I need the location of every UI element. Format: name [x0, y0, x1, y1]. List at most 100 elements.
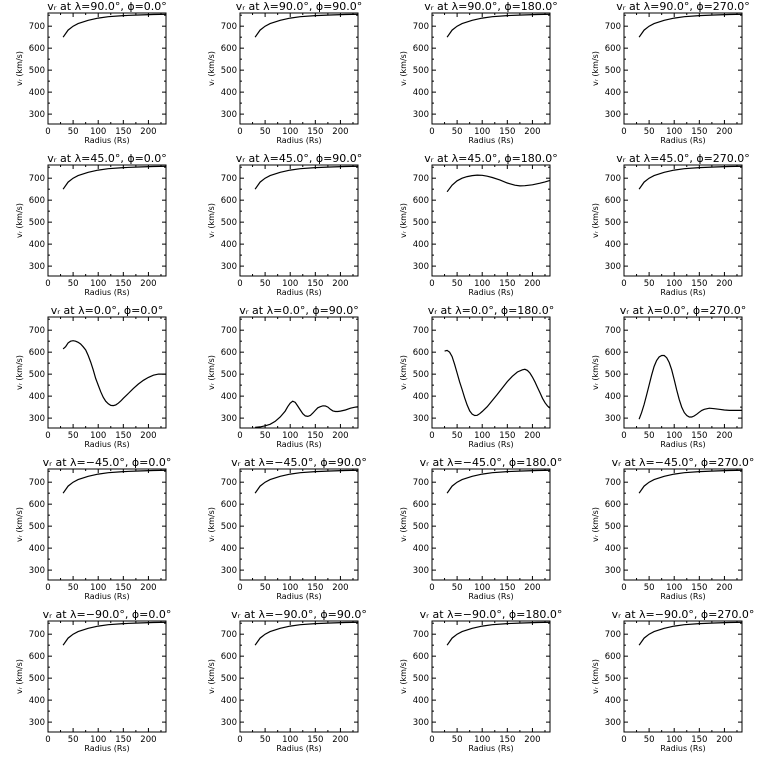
x-tick-label: 100: [282, 583, 298, 593]
y-tick-label: 500: [29, 66, 45, 76]
y-tick-label: 500: [413, 66, 429, 76]
x-tick-label: 150: [307, 735, 323, 745]
y-tick-label: 300: [29, 718, 45, 728]
y-tick-label: 700: [29, 174, 45, 184]
subplot-2: vᵣ at λ=90.0°, ϕ=90.0° 0 50 100 150 200 300 400…: [207, 0, 362, 145]
x-tick-label: 0: [237, 127, 242, 137]
subplot-title: vᵣ at λ=90.0°, ϕ=0.0°: [47, 0, 167, 13]
x-tick-label: 100: [90, 127, 106, 137]
plot-frame: [239, 12, 359, 125]
series-line: [254, 13, 359, 38]
y-tick-label: 700: [605, 630, 621, 640]
y-tick-label: 700: [413, 174, 429, 184]
subplot-title: vᵣ at λ=90.0°, ϕ=90.0°: [236, 0, 363, 13]
x-tick-label: 200: [716, 583, 732, 593]
y-tick-label: 400: [221, 544, 237, 554]
x-tick-label: 150: [499, 583, 515, 593]
y-tick-label: 400: [221, 240, 237, 250]
subplot-title: vᵣ at λ=45.0°, ϕ=270.0°: [616, 152, 750, 165]
x-tick-label: 150: [115, 127, 131, 137]
series-line: [446, 174, 551, 193]
plot-frame: [623, 12, 743, 125]
x-tick-label: 200: [140, 583, 156, 593]
x-tick-label: 50: [452, 431, 463, 441]
x-tick-label: 200: [524, 127, 540, 137]
x-tick-label: 100: [90, 279, 106, 289]
x-axis-label: Radius (Rs): [84, 440, 129, 449]
y-axis-label: vᵣ (km/s): [15, 659, 24, 694]
series-line: [444, 349, 551, 417]
plot-frame: [239, 468, 359, 581]
x-tick-label: 50: [260, 127, 271, 137]
x-axis-label: Radius (Rs): [276, 136, 321, 145]
y-tick-label: 600: [413, 348, 429, 358]
y-tick-label: 700: [605, 478, 621, 488]
y-axis-label: vᵣ (km/s): [15, 507, 24, 542]
y-tick-label: 600: [605, 196, 621, 206]
plot-frame: [431, 468, 551, 581]
x-tick-label: 200: [140, 735, 156, 745]
subplot-title: vᵣ at λ=−45.0°, ϕ=0.0°: [43, 456, 172, 469]
y-tick-label: 300: [413, 262, 429, 272]
x-tick-label: 0: [45, 431, 50, 441]
x-tick-label: 100: [282, 279, 298, 289]
y-tick-label: 300: [605, 110, 621, 120]
y-axis-label: vᵣ (km/s): [207, 51, 216, 86]
y-tick-label: 600: [413, 44, 429, 54]
y-tick-label: 600: [221, 348, 237, 358]
x-tick-label: 0: [429, 735, 434, 745]
y-tick-label: 600: [413, 196, 429, 206]
x-tick-label: 150: [307, 583, 323, 593]
plot-frame: [47, 620, 167, 733]
x-axis-label: Radius (Rs): [276, 744, 321, 753]
x-tick-label: 200: [332, 127, 348, 137]
y-tick-label: 500: [413, 370, 429, 380]
y-tick-label: 600: [605, 652, 621, 662]
y-axis-label: vᵣ (km/s): [399, 355, 408, 390]
y-tick-label: 600: [29, 652, 45, 662]
y-axis-label: vᵣ (km/s): [591, 203, 600, 238]
x-tick-label: 0: [621, 735, 626, 745]
series-line: [62, 340, 166, 407]
y-axis-label: vᵣ (km/s): [591, 507, 600, 542]
x-tick-label: 150: [307, 127, 323, 137]
y-tick-label: 500: [605, 66, 621, 76]
y-tick-label: 700: [605, 174, 621, 184]
x-tick-label: 100: [474, 431, 490, 441]
y-axis-label: vᵣ (km/s): [591, 51, 600, 86]
y-axis-label: vᵣ (km/s): [399, 203, 408, 238]
x-tick-label: 200: [140, 279, 156, 289]
x-tick-label: 100: [474, 735, 490, 745]
x-tick-label: 100: [666, 279, 682, 289]
series-line: [446, 469, 551, 494]
y-tick-label: 700: [221, 22, 237, 32]
y-tick-label: 300: [605, 262, 621, 272]
x-axis-label: Radius (Rs): [276, 288, 321, 297]
x-tick-label: 100: [90, 583, 106, 593]
x-tick-label: 100: [666, 583, 682, 593]
y-tick-label: 700: [413, 22, 429, 32]
plot-frame: [47, 164, 167, 277]
x-axis-label: Radius (Rs): [468, 440, 513, 449]
y-tick-label: 700: [605, 22, 621, 32]
y-tick-label: 300: [221, 718, 237, 728]
subplot-title: vᵣ at λ=−45.0°, ϕ=180.0°: [420, 456, 563, 469]
y-tick-label: 500: [413, 218, 429, 228]
y-tick-label: 500: [29, 522, 45, 532]
plot-frame: [47, 316, 167, 429]
x-tick-label: 150: [307, 431, 323, 441]
plot-frame: [47, 12, 167, 125]
y-tick-label: 400: [605, 392, 621, 402]
x-tick-label: 100: [474, 279, 490, 289]
x-tick-label: 200: [716, 431, 732, 441]
x-axis-label: Radius (Rs): [468, 288, 513, 297]
series-line: [62, 165, 167, 190]
plot-frame: [431, 12, 551, 125]
y-tick-label: 400: [605, 696, 621, 706]
x-tick-label: 200: [524, 583, 540, 593]
y-tick-label: 500: [605, 218, 621, 228]
x-tick-label: 0: [429, 279, 434, 289]
x-tick-label: 200: [332, 583, 348, 593]
x-tick-label: 50: [260, 583, 271, 593]
